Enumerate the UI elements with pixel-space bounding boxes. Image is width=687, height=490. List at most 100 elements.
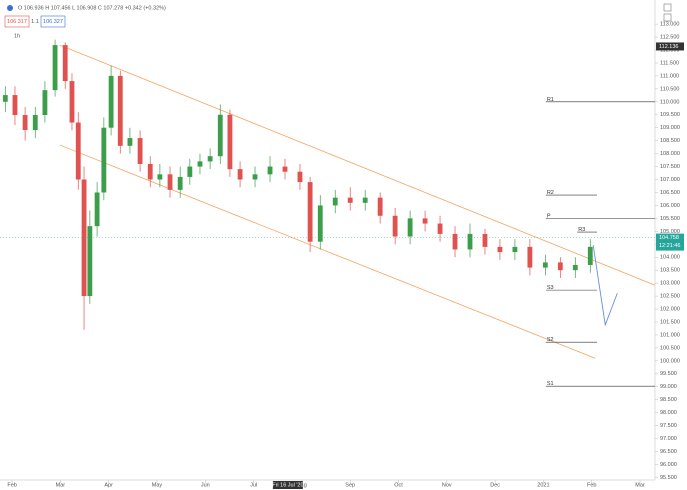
candle-body [197,161,203,167]
sell-price: 106.317 [7,19,27,25]
buy-button[interactable] [40,15,66,28]
y-tick-label: 109.000 [660,125,680,131]
candle-body [207,156,213,162]
candle-body [452,233,458,250]
candle-body [108,75,114,128]
candle-body [362,197,368,203]
candle-body [32,115,38,131]
y-tick-label: 99.500 [660,371,677,377]
candle-body [347,197,353,203]
y-tick-label: 101.500 [660,319,680,325]
y-tick-label: 101.000 [660,332,680,338]
pivot-label: R2 [547,190,554,196]
candle-body [69,81,75,123]
y-tick-label: 107.000 [660,177,680,183]
pivot-label: S2 [547,337,554,343]
candle-body [94,192,100,227]
y-tick-label: 110.500 [660,86,679,92]
y-tick-label: 96.000 [660,462,677,468]
countdown-label: 12:21:46 [659,243,680,249]
y-tick-label: 103.000 [660,281,680,287]
candle-body [177,176,183,190]
candle-body [42,90,48,116]
x-tick-label: Dec [490,482,500,488]
x-tick-label: 2021 [537,482,549,488]
channel-line [59,144,596,359]
y-tick-label: 108.500 [660,138,680,144]
y-tick-label: 98.000 [660,410,677,416]
candle-body [482,233,488,247]
y-tick-label: 97.000 [660,436,677,442]
y-tick-label: 106.500 [660,190,680,196]
candle-body [317,205,323,242]
candle-body [297,171,303,183]
candle-body [87,226,93,297]
candle-body [22,115,28,131]
candle-body [377,197,383,216]
candle-body [267,166,273,175]
x-tick-label: Oct [394,482,403,488]
candle-body [307,182,313,242]
symbol-icon [7,5,13,11]
layout-icon[interactable] [663,13,672,22]
y-tick-label: 105.000 [660,229,680,235]
candle-body [227,114,233,170]
settings-icon[interactable] [663,3,672,12]
candle-body [167,174,173,190]
candle-body [137,138,143,164]
pivot-label: P [547,213,551,219]
interval[interactable]: 1h [14,33,20,39]
sell-button[interactable] [4,15,30,28]
crosshair-box [272,481,303,489]
y-tick-label: 100.000 [660,358,680,364]
candle-body [157,174,163,180]
candle-body [392,215,398,237]
candle-body [237,169,243,180]
candle-body [52,45,58,91]
candle-body [527,246,533,268]
y-tick-label: 104.000 [660,255,680,261]
high-marker-box [656,42,684,51]
candle-body [81,179,87,297]
y-tick-label: 106.000 [660,203,680,209]
pivot-label: S1 [547,381,554,387]
price-marker-box [656,233,684,251]
candle-body [497,246,503,253]
y-tick-label: 108.000 [660,151,680,157]
x-tick-label: Mar [56,482,66,488]
candle-body [187,166,193,177]
candle-body [147,163,153,180]
y-tick-label: 112.500 [660,34,679,40]
y-tick-label: 105.500 [660,216,680,222]
y-tick-label: 100.500 [660,345,680,351]
y-tick-label: 109.500 [660,112,680,118]
candle-body [62,45,68,82]
x-tick-label: Apr [104,482,113,488]
candle-body [252,174,258,180]
x-tick-label: Jul [250,482,257,488]
spread: 1.1 [31,19,39,25]
y-tick-label: 98.500 [660,397,677,403]
buy-price: 106.327 [43,19,63,25]
y-tick-label: 111.000 [660,73,679,79]
candle-body [101,127,107,193]
candle-body [75,122,81,180]
candle-body [2,95,8,102]
candle-body [512,246,518,253]
y-tick-label: 102.000 [660,306,680,312]
y-tick-label: 99.000 [660,384,677,390]
y-tick-label: 95.500 [660,475,677,481]
x-tick-label: Jun [201,482,210,488]
candle-body [282,166,288,172]
pivot-label: R1 [547,97,554,103]
x-tick-label: Sep [345,482,355,488]
y-tick-label: 111.500 [660,60,679,66]
candle-body [542,262,548,268]
candle-body [127,138,133,146]
channel-line [59,44,656,286]
pivot-label: R3 [578,227,585,233]
ohlc-legend: O 106.936 H 107.456 L 106.908 C 107.278 … [18,5,166,11]
x-tick-label: Feb [587,482,596,488]
candle-body [587,246,593,265]
